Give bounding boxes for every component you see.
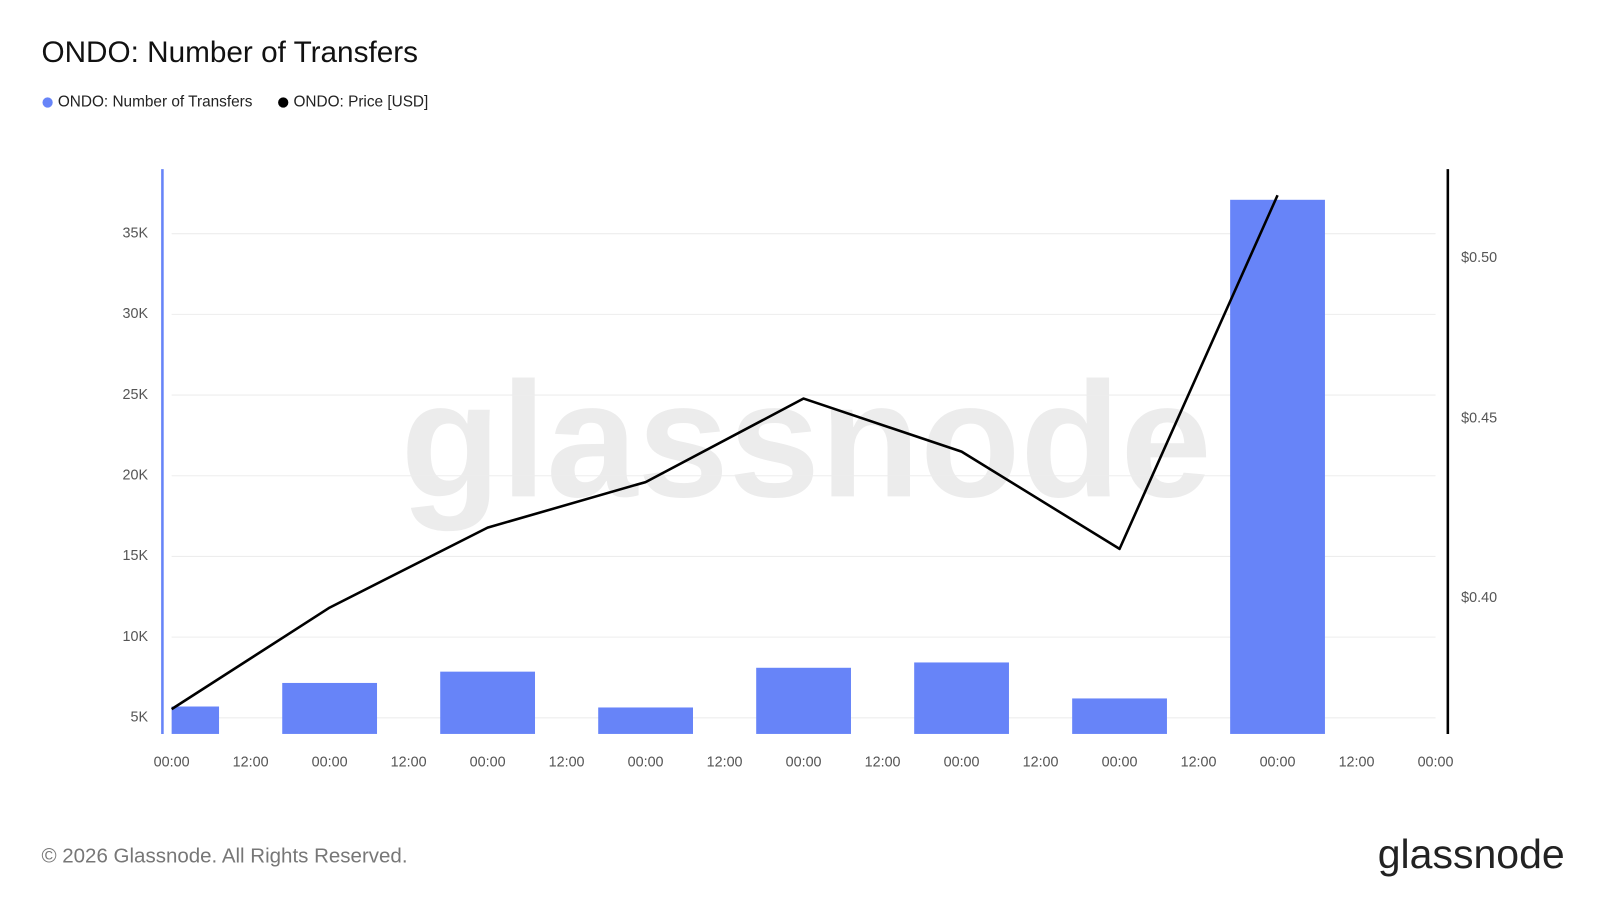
axes: 5K 10K 15K 20K 25K 30K 35K $0.40 $0.45 $0.50 00:00… [123, 169, 1497, 770]
y-tick-label: 30K [123, 306, 149, 322]
price-line [170, 194, 1279, 711]
x-tick-label: 12:00 [549, 754, 585, 770]
y-tick-label: 5K [131, 710, 149, 726]
x-tick-label: 12:00 [1181, 754, 1217, 770]
x-tick-label: 12:00 [391, 754, 427, 770]
legend-marker [278, 97, 289, 108]
bar [171, 706, 220, 734]
bar [282, 682, 378, 734]
bar [1230, 199, 1325, 734]
y2-tick-label: $0.50 [1461, 250, 1497, 266]
x-tick-label: 00:00 [154, 754, 190, 770]
bars [171, 199, 1325, 734]
x-tick-label: 00:00 [1102, 754, 1138, 770]
logo: glassnode [1378, 831, 1565, 877]
bar [914, 662, 1009, 734]
bar [756, 667, 851, 734]
legend: ONDO: Number of Transfers ONDO: Price [US… [42, 94, 428, 111]
x-tick-label: 00:00 [1260, 754, 1296, 770]
x-tick-label: 12:00 [1339, 754, 1375, 770]
x-tick-label: 12:00 [233, 754, 269, 770]
y2-tick-label: $0.40 [1461, 590, 1497, 606]
y-tick-label: 10K [123, 629, 149, 645]
legend-label: ONDO: Number of Transfers [58, 94, 253, 111]
y-tick-label: 35K [123, 225, 149, 241]
footer: © 2026 Glassnode. All Rights Reserved. [41, 844, 407, 867]
x-tick-label: 12:00 [865, 754, 901, 770]
lines [170, 194, 1279, 711]
x-tick-label: 12:00 [707, 754, 743, 770]
x-tick-label: 12:00 [1023, 754, 1059, 770]
bar [440, 671, 536, 734]
x-tick-label: 00:00 [1418, 754, 1454, 770]
x-tick-label: 00:00 [786, 754, 822, 770]
chart-title: ONDO: Number of Transfers [41, 36, 418, 69]
grid [171, 233, 1436, 719]
y-tick-label: 15K [123, 548, 149, 564]
bar [598, 707, 693, 734]
y2-tick-label: $0.45 [1461, 411, 1497, 427]
legend-label: ONDO: Price [USD] [293, 94, 428, 111]
bar [1072, 698, 1167, 734]
x-tick-label: 00:00 [312, 754, 348, 770]
x-tick-label: 00:00 [944, 754, 980, 770]
x-tick-label: 00:00 [470, 754, 506, 770]
watermark: glassnode [401, 348, 1212, 531]
legend-marker [42, 97, 53, 108]
y-tick-label: 25K [123, 387, 149, 403]
x-tick-label: 00:00 [628, 754, 664, 770]
y-tick-label: 20K [123, 468, 149, 484]
